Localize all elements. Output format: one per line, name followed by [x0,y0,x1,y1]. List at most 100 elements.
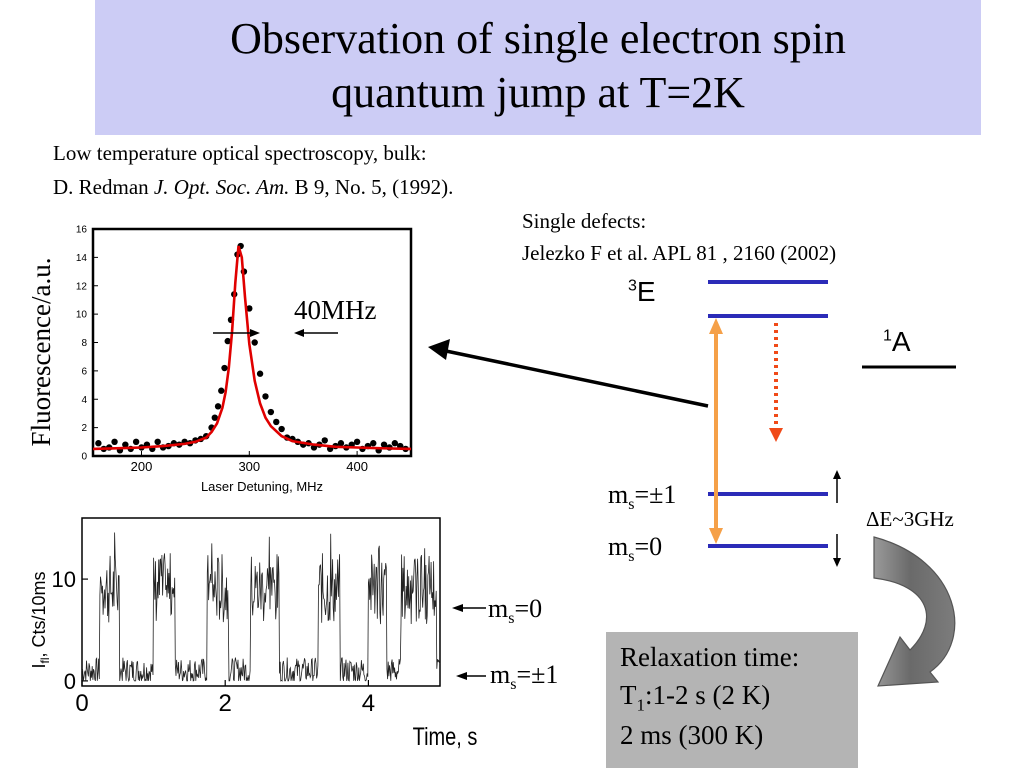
title-line-1: Observation of single electron spin [230,14,846,63]
trace-mspm1-subscript: s [510,676,517,694]
reference-bulk-author: D. Redman [53,175,154,199]
spectrum-point [132,438,140,446]
spectrum-point [214,403,222,410]
spectrum-point [321,437,328,444]
trace-y-axis-rest: , Cts/10ms [29,571,49,657]
spectrum-fit-curve [92,245,412,451]
spectrum-point [246,305,253,312]
spectrum-point [221,364,228,372]
trace-x-tick-label-1: 2 [219,690,232,717]
spectrum-point [380,441,388,448]
relaxation-time-box: Relaxation time: T1:1-2 s (2 K) 2 ms (30… [606,632,858,768]
spectrum-point [278,425,285,433]
spectrum-y-axis-label: Fluorescence/a.u. [26,258,56,447]
spectrum-point [256,370,264,377]
relaxation-t-symbol: T [620,680,637,710]
spin-up-arrowhead [833,470,841,479]
spectrum-y-tick-label-2: 4 [81,395,87,406]
zero-field-splitting-label: ΔE~3GHz [866,507,954,531]
spectrum-point [95,440,102,447]
trace-label-mspm1: ms=±1 [490,660,559,694]
relaxation-t1-2k: T1:1-2 s (2 K) [620,680,771,715]
relaxation-title: Relaxation time: [620,642,800,672]
spectrum-y-tick-label-6: 12 [76,281,88,292]
relaxation-curved-arrow [873,536,956,687]
trace-ticks: 0 2 4 0 10 [52,567,376,717]
trace-signal-line [81,532,441,683]
trace-ms0-symbol: m [488,594,509,623]
reference-bulk-line-1: Low temperature optical spectroscopy, bu… [53,141,427,165]
spectrum-y-tick-label-4: 8 [81,338,87,349]
spectrum-data-points [95,242,409,454]
optical-arrowhead-down [709,528,723,544]
relaxation-t1-value: :1-2 s (2 K) [645,680,771,710]
spectrum-y-tick-label-0: 0 [81,452,87,463]
spectrum-point [370,440,377,447]
spectrum-x-tick-label-1: 300 [238,459,260,474]
trace-label-ms0: ms=0 [488,594,543,627]
spectrum-y-tick-label-7: 14 [76,253,88,264]
ms-pm1-value: =±1 [634,480,677,509]
ms-pm1-subscript: s [628,496,635,514]
trace-arrowhead-mspm1 [456,672,467,680]
ms-0-subscript: s [628,548,635,566]
linewidth-arrowhead-left [250,329,260,337]
title-banner: Observation of single electron spin quan… [95,0,981,135]
linewidth-arrowhead-right [294,329,304,337]
trace-y-tick-label-1: 10 [52,567,76,592]
trace-y-axis-sub: fl [38,658,52,664]
pointer-arrow-head [428,339,450,360]
spectrum-y-tick-label-3: 6 [81,366,87,377]
reference-bulk-line-2: D. Redman J. Opt. Soc. Am. B 9, No. 5, (… [53,175,453,200]
reference-single-line-1: Single defects: [522,209,647,233]
reference-single-line-2: Jelezko F et al. APL 81 , 2160 (2002) [522,241,837,265]
spectrum-point [211,414,219,421]
slide-title: Observation of single electron spin quan… [95,12,981,120]
pointer-arrow-line [445,349,709,408]
spectrum-point [224,337,231,345]
linewidth-label: 40MHz [294,295,377,325]
trace-y-tick-label-0: 0 [64,669,76,694]
spectrum-y-tick-label-8: 16 [76,225,88,236]
spectrum-x-tick-label-2: 400 [346,459,368,474]
singlet-state-multiplicity: 1 [883,327,892,345]
ms-pm1-symbol: m [608,480,629,509]
intersystem-decay-arrowhead [769,428,783,442]
trace-y-axis-label: Ifl, Cts/10ms [29,571,52,668]
spectrum-x-tick-label-0: 200 [131,459,153,474]
ms-0-label: ms=0 [608,532,663,566]
trace-arrowhead-ms0 [452,604,463,612]
singlet-state-symbol: A [891,326,911,357]
ms-0-value: =0 [634,532,663,561]
spectrum-point [391,440,399,447]
spin-down-arrowhead [833,558,841,567]
relaxation-t1-300k: 2 ms (300 K) [620,720,764,750]
spectrum-x-ticks: 200 300 400 [131,451,368,474]
optical-arrowhead-up [709,318,723,334]
trace-mspm1-value: =±1 [516,660,559,689]
spectrum-y-tick-label-5: 10 [76,310,88,321]
spectrum-point [353,438,361,446]
reference-bulk-volume: B 9, No. 5, (1992). [289,175,454,199]
spectrum-point [262,393,269,400]
spectrum-point [337,440,345,447]
excited-state-multiplicity: 3 [628,277,637,295]
spectrum-point [122,441,129,448]
relaxation-t-subscript: 1 [636,695,646,715]
title-line-2: quantum jump at T=2K [331,68,745,117]
ms-0-symbol: m [608,532,629,561]
time-trace-chart: 0 2 4 0 10 Time, s Ifl, Cts/10ms [29,517,486,751]
excited-state-symbol: E [636,276,656,307]
singlet-state-label: 1A [883,326,911,358]
ms-pm1-label: ms=±1 [608,480,677,514]
spectrum-point [111,438,118,446]
spectrum-point [251,339,258,346]
trace-y-axis-main: I [29,664,49,669]
spectrum-y-tick-label-1: 2 [81,423,87,434]
trace-x-axis-label: Time, s [413,723,478,751]
spectrum-point [273,418,280,426]
spectrum-point [218,387,225,394]
trace-ms0-value: =0 [514,594,543,623]
trace-mspm1-symbol: m [490,660,511,689]
